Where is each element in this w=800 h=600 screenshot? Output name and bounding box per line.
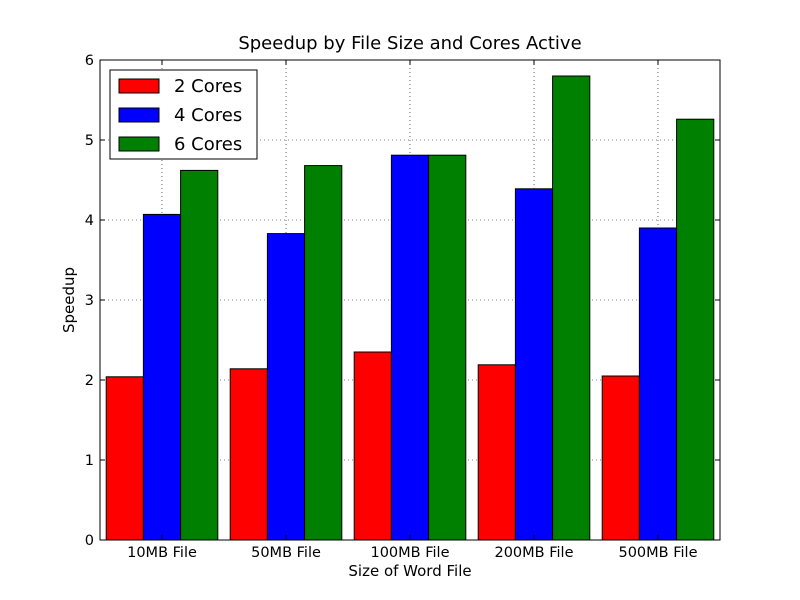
bar-2-cores-5 (601, 375, 640, 541)
y-tick-label: 1 (85, 453, 94, 469)
legend-swatch-2-cores (118, 78, 160, 94)
bar-6-cores-3 (428, 154, 467, 541)
bar-6-cores-4 (552, 75, 591, 541)
x-tick-label: 10MB File (127, 545, 197, 561)
bars (105, 75, 715, 541)
bar-6-cores-1 (180, 169, 219, 541)
chart-title: Speedup by File Size and Cores Active (238, 33, 581, 54)
legend-label-4-cores: 4 Cores (174, 105, 242, 126)
y-tick-labels: 0 1 2 3 4 5 6 (85, 53, 94, 549)
bar-4-cores-1 (142, 213, 182, 541)
x-tick-label: 100MB File (370, 545, 449, 561)
y-axis-label: Speedup (60, 267, 78, 333)
x-tick-label: 500MB File (618, 545, 697, 561)
x-tick-label: 50MB File (251, 545, 321, 561)
y-tick-label: 0 (85, 533, 94, 549)
y-tick-label: 2 (85, 373, 94, 389)
y-tick-label: 6 (85, 53, 94, 69)
legend: 2 Cores 4 Cores 6 Cores (109, 69, 258, 160)
bar-4-cores-3 (390, 154, 430, 541)
bar-2-cores-3 (353, 351, 392, 541)
y-tick-label: 5 (85, 133, 94, 149)
bar-4-cores-2 (266, 233, 306, 541)
x-axis-label: Size of Word File (348, 562, 471, 580)
legend-swatch-6-cores (118, 136, 160, 152)
bar-6-cores-2 (304, 165, 343, 541)
x-tick-label: 200MB File (494, 545, 573, 561)
legend-label-2-cores: 2 Cores (174, 76, 242, 97)
y-tick-label: 4 (85, 213, 94, 229)
legend-label-6-cores: 6 Cores (174, 134, 242, 155)
bar-4-cores-5 (638, 227, 678, 541)
bar-2-cores-2 (229, 368, 268, 541)
bar-4-cores-4 (514, 188, 554, 541)
bar-2-cores-4 (477, 364, 516, 541)
bar-2-cores-1 (105, 376, 144, 541)
y-tick-label: 3 (85, 293, 94, 309)
x-tick-labels: 10MB File 50MB File 100MB File 200MB File 50… (127, 545, 697, 561)
legend-swatch-4-cores (118, 107, 160, 123)
bar-6-cores-5 (676, 118, 715, 541)
axis-ticks (100, 59, 720, 541)
